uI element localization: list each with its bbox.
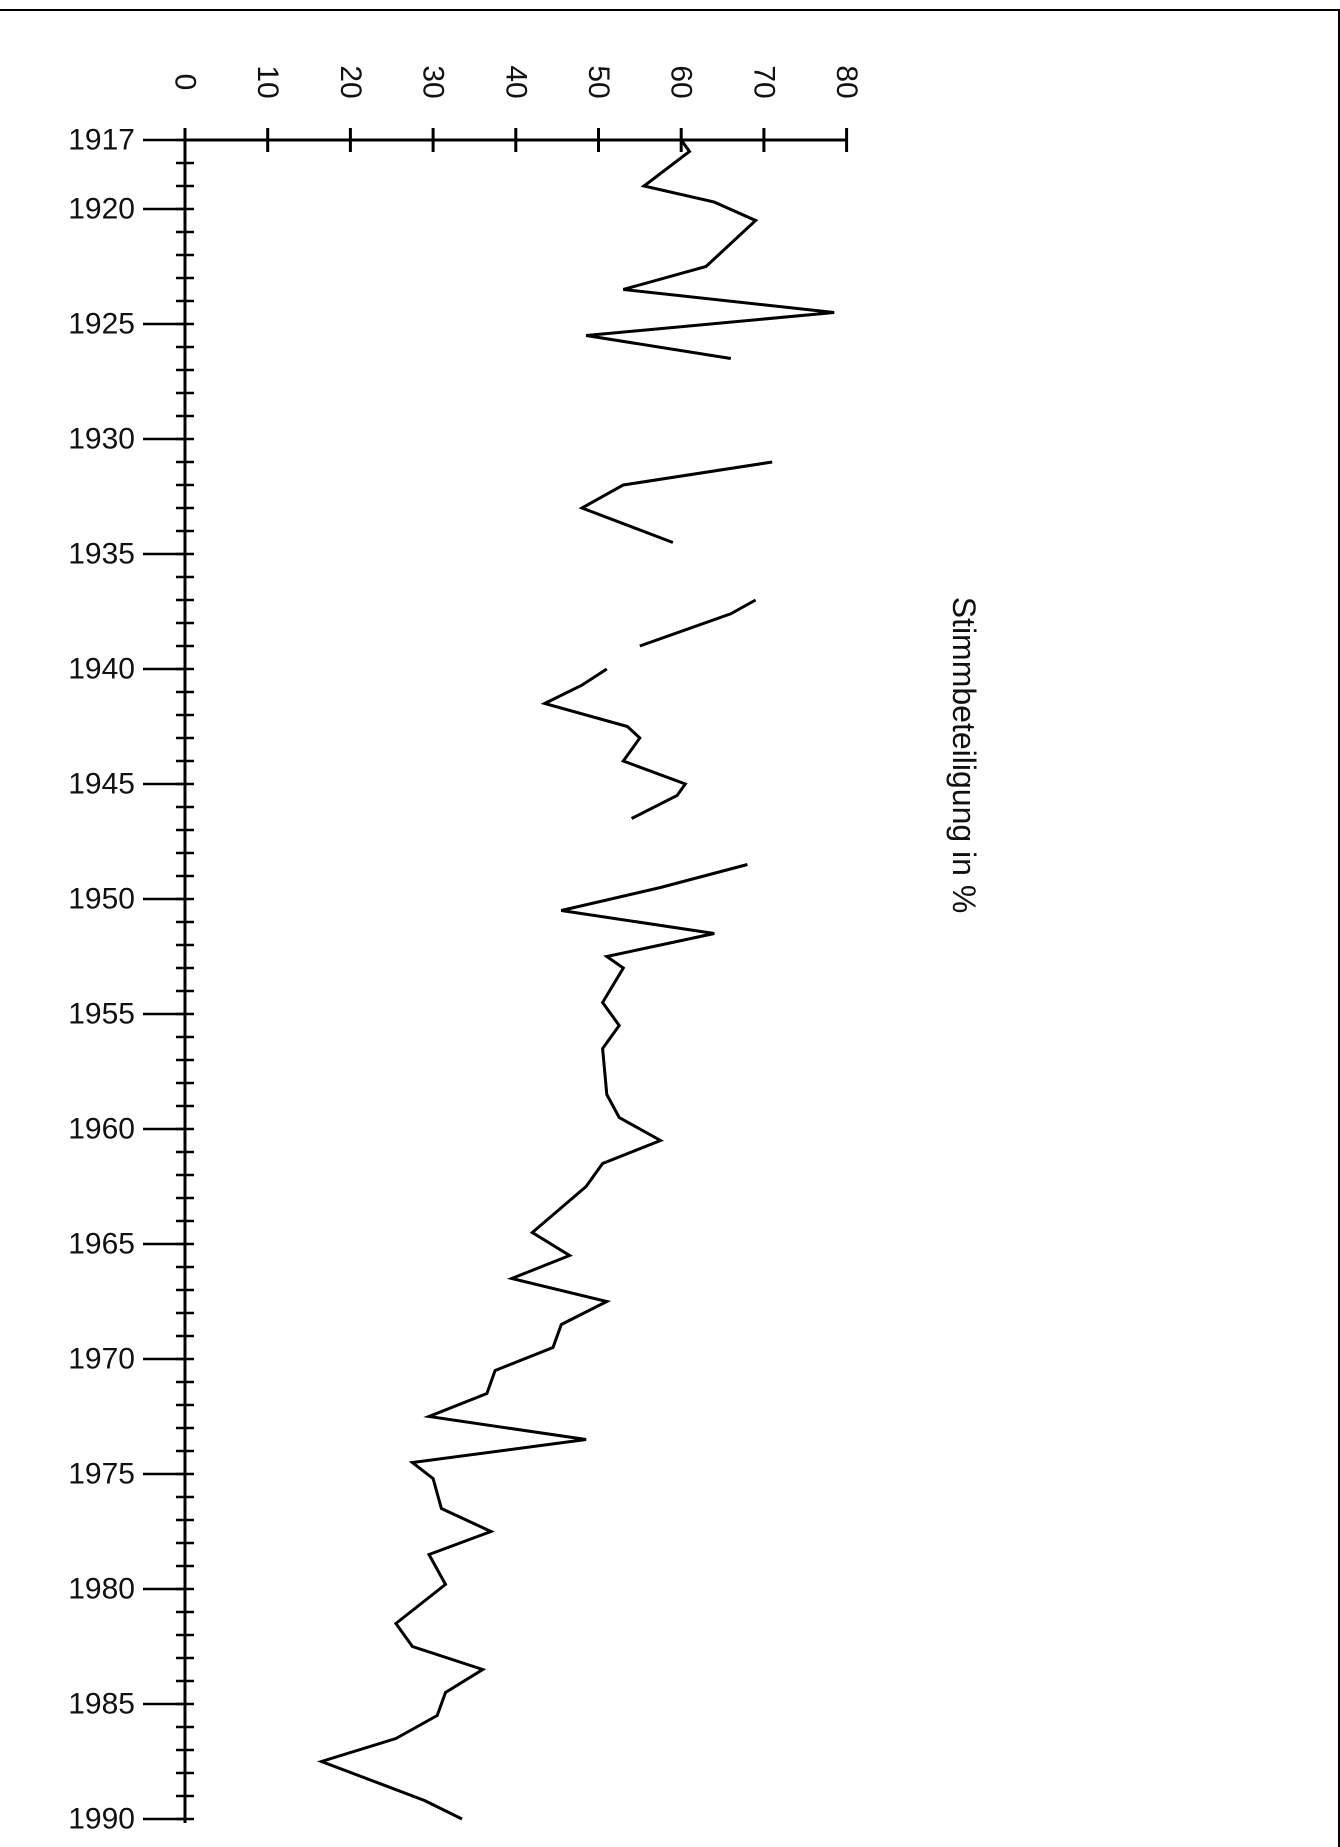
- year-tick-label: 1970: [68, 1343, 135, 1376]
- year-tick-label: 1930: [68, 423, 135, 456]
- value-axis-title: Stimmbeteiligung in %: [946, 597, 982, 914]
- value-tick-label: 20: [334, 65, 367, 98]
- year-tick-label: 1920: [68, 193, 135, 226]
- value-tick-label: 30: [417, 65, 450, 98]
- year-tick-label: 1960: [68, 1113, 135, 1146]
- value-tick-label: 10: [251, 65, 284, 98]
- year-tick-label: 1980: [68, 1573, 135, 1606]
- series-line-segment: [540, 667, 688, 820]
- year-tick-label: 1990: [68, 1803, 135, 1836]
- year-tick-label: 1985: [68, 1688, 135, 1721]
- year-tick-label: 1925: [68, 308, 135, 341]
- value-tick-label: 0: [169, 74, 202, 91]
- year-tick-label: 1955: [68, 998, 135, 1031]
- year-tick-label: 1965: [68, 1228, 135, 1261]
- year-tick-label: 1975: [68, 1458, 135, 1491]
- year-tick-label: 1935: [68, 538, 135, 571]
- year-tick-label: 1917: [68, 124, 135, 157]
- series-line-segment: [578, 460, 773, 544]
- series-line-segment: [316, 863, 748, 1821]
- year-tick-label: 1950: [68, 883, 135, 916]
- value-tick-label: 70: [747, 65, 780, 98]
- value-tick-label: 60: [665, 65, 698, 98]
- series-line-segment: [639, 598, 757, 648]
- axes: 0 10 20 30 40 50 60 70 80 1917 1920 1925 1930 1935 194…: [68, 65, 863, 1835]
- year-tick-label: 1940: [68, 653, 135, 686]
- plot-lines: [316, 139, 835, 1821]
- series-line-segment: [585, 139, 835, 360]
- value-tick-label: 50: [582, 65, 615, 98]
- value-tick-label: 40: [499, 65, 532, 98]
- year-tick-label: 1945: [68, 768, 135, 801]
- value-tick-label: 80: [830, 65, 863, 98]
